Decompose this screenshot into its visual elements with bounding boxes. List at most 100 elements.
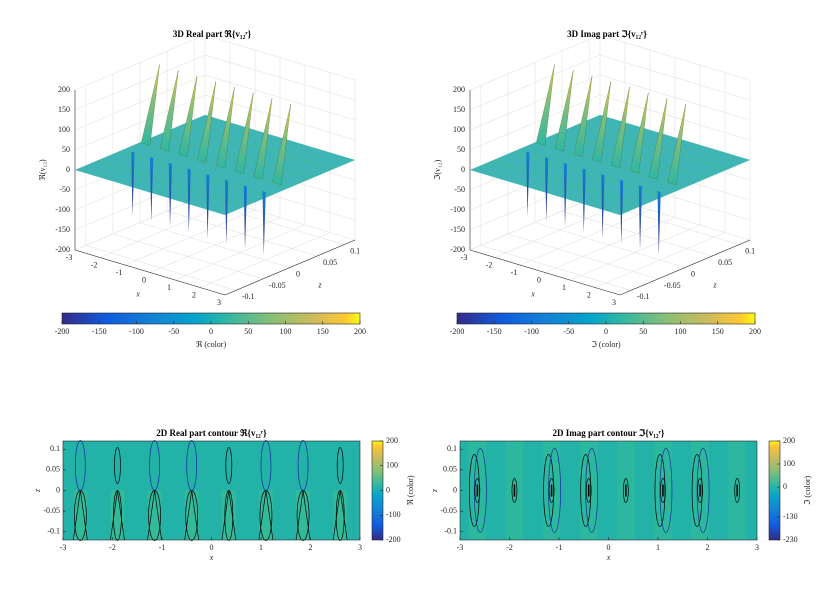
spike-down bbox=[225, 179, 229, 245]
spike-down bbox=[131, 151, 135, 216]
axis-line bbox=[619, 239, 751, 296]
contour-fill bbox=[296, 490, 311, 540]
z-tick-label: -100 bbox=[55, 205, 70, 214]
y-tick-label: 0.1 bbox=[447, 444, 457, 453]
x-tick-label: 0 bbox=[142, 275, 146, 284]
spike-up bbox=[629, 92, 649, 174]
colorbar-tick-label: -200 bbox=[450, 327, 465, 336]
spike-up bbox=[178, 75, 198, 157]
contour-fill bbox=[333, 490, 348, 540]
x-tick-label: 2 bbox=[587, 290, 591, 299]
spike-down bbox=[168, 162, 172, 228]
grid-line bbox=[469, 94, 601, 151]
y-axis-label: z bbox=[712, 280, 717, 289]
plot-background bbox=[460, 441, 757, 540]
spike-down bbox=[187, 168, 191, 233]
colorbar-tick-label: 100 bbox=[783, 459, 795, 468]
x-axis-label: x bbox=[606, 553, 611, 562]
z-tick-label: -50 bbox=[454, 185, 465, 194]
surface-ripple bbox=[96, 160, 247, 207]
chart-title: 2D Real part contour ℜ{v₁₂ʳ} bbox=[156, 428, 267, 438]
axis-line bbox=[469, 249, 621, 296]
grid-line bbox=[74, 34, 206, 91]
spike-down bbox=[206, 174, 210, 239]
z-tick-label: 50 bbox=[62, 145, 70, 154]
grid-line bbox=[85, 245, 236, 291]
grid-line bbox=[469, 74, 601, 131]
surface-ripple bbox=[513, 151, 664, 198]
contour-line bbox=[295, 490, 311, 541]
z-tick-label: -50 bbox=[59, 185, 70, 194]
spike-down bbox=[638, 185, 642, 250]
contour-line bbox=[548, 478, 555, 503]
x-tick-label: -2 bbox=[109, 543, 116, 552]
contour-line bbox=[654, 454, 666, 527]
spike-up bbox=[573, 75, 593, 157]
spike-down bbox=[545, 157, 549, 222]
y-tick-label: -0.1 bbox=[47, 527, 60, 536]
grid-line bbox=[74, 194, 206, 251]
spike-down bbox=[657, 191, 661, 256]
x-tick-label: 2 bbox=[192, 290, 196, 299]
spike-up bbox=[592, 81, 611, 163]
contour-line bbox=[585, 478, 592, 503]
y-tick-label: 0 bbox=[691, 269, 695, 278]
colorbar-label: ℑ (color) bbox=[591, 340, 621, 349]
z-tick-label: 200 bbox=[453, 85, 465, 94]
spike-up bbox=[253, 98, 273, 180]
grid-line bbox=[74, 54, 206, 111]
colorbar-tick-label: 0 bbox=[386, 485, 390, 494]
colorbar-tick-label: 0 bbox=[604, 327, 608, 336]
colorbar-tick-label: -50 bbox=[168, 327, 179, 336]
surface-ripple bbox=[118, 151, 269, 198]
chart-title: 3D Real part ℜ{v₁₂ʳ} bbox=[173, 29, 252, 39]
x-tick-label: -3 bbox=[60, 543, 67, 552]
x-tick-label: -2 bbox=[506, 543, 513, 552]
axis-line bbox=[224, 239, 356, 296]
colorbar-label: ℜ (color) bbox=[196, 340, 227, 349]
x-tick-label: 2 bbox=[309, 543, 313, 552]
spike-up bbox=[272, 103, 291, 186]
spike-down bbox=[262, 191, 266, 256]
spike-down bbox=[620, 179, 624, 245]
x-tick-label: -3 bbox=[461, 253, 468, 262]
contour-line bbox=[336, 447, 344, 484]
y-axis-label: z bbox=[430, 488, 439, 493]
grid-line bbox=[469, 54, 601, 111]
z-tick-label: -150 bbox=[450, 225, 465, 234]
x-tick-label: 1 bbox=[259, 543, 263, 552]
plot-background bbox=[63, 441, 360, 540]
contour-fill bbox=[110, 490, 125, 540]
colorbar-tick-label: -100 bbox=[524, 327, 539, 336]
colorbar-tick-label: 0 bbox=[209, 327, 213, 336]
contour-line bbox=[734, 478, 741, 503]
y-tick-label: -0.05 bbox=[43, 506, 60, 515]
contour-line bbox=[543, 454, 554, 527]
spike-up bbox=[159, 70, 179, 152]
contour-line bbox=[473, 448, 487, 533]
x-tick-label: -3 bbox=[66, 253, 73, 262]
spike-up bbox=[611, 87, 630, 169]
chart-title: 3D Imag part ℑ{v₁₂ʳ} bbox=[567, 29, 647, 39]
colorbar-tick-label: 100 bbox=[386, 461, 398, 470]
chart-title: 2D Imag part contour ℑ{v₁₂ʳ} bbox=[553, 428, 665, 438]
colorbar-tick-label: -130 bbox=[783, 512, 798, 521]
contour-line bbox=[147, 490, 162, 541]
spike-up bbox=[554, 70, 574, 152]
contour-line bbox=[474, 478, 481, 503]
x-tick-label: 3 bbox=[612, 298, 616, 307]
grid-line bbox=[204, 94, 356, 141]
colorbar-tick-label: -200 bbox=[55, 327, 70, 336]
contour-line bbox=[585, 448, 599, 533]
colorbar-tick-label: -100 bbox=[129, 327, 144, 336]
colorbar bbox=[768, 440, 781, 541]
grid-line bbox=[507, 233, 659, 280]
spike-down bbox=[526, 151, 530, 216]
grid-line bbox=[74, 94, 206, 151]
colorbar-tick-label: -150 bbox=[487, 327, 502, 336]
z-tick-label: -150 bbox=[55, 225, 70, 234]
colorbar-tick-label: 0 bbox=[783, 482, 787, 491]
z-tick-label: 150 bbox=[453, 105, 465, 114]
contour-line bbox=[696, 448, 710, 533]
colorbar-tick-label: 200 bbox=[354, 327, 366, 336]
